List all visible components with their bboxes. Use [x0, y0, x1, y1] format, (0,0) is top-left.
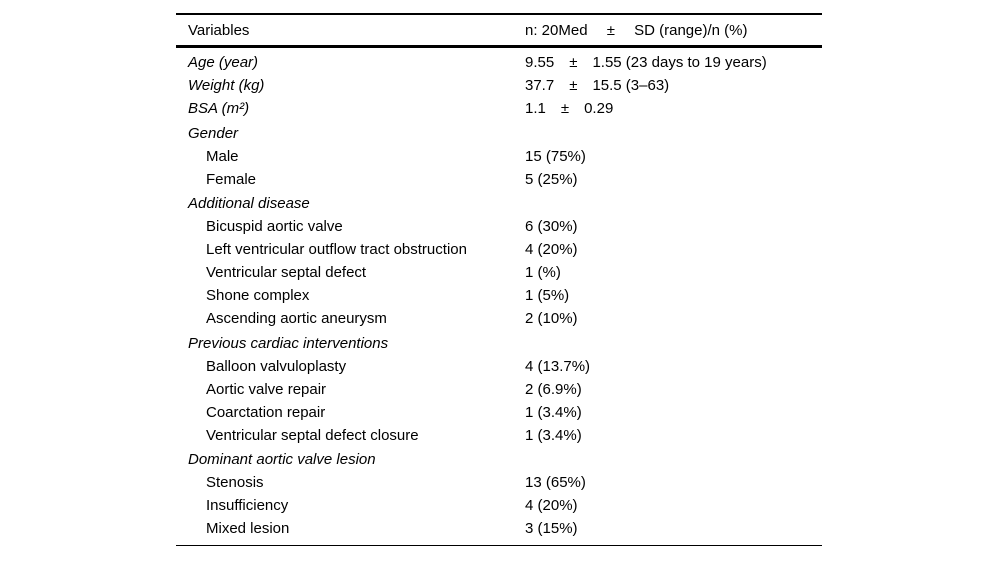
value-part: 13 (65%)	[525, 474, 586, 491]
plus-minus-symbol: ±	[606, 22, 615, 39]
row-label: Weight (kg)	[188, 77, 265, 94]
header-sd-range-label: SD (range)/n (%)	[634, 22, 748, 39]
row-label: Previous cardiac interventions	[188, 334, 389, 352]
row-label: Age (year)	[188, 54, 259, 71]
column-header-values: n: 20Med ± SD (range)/n (%)	[525, 15, 748, 46]
row-label: BSA (m²)	[188, 100, 250, 117]
table-row: Shone complex 1 (5%)	[176, 284, 822, 307]
row-value: 1 (3.4%)	[525, 401, 582, 424]
value-part: 2 (6.9%)	[525, 380, 582, 398]
row-label: Stenosis	[206, 474, 264, 491]
table-row: Mixed lesion 3 (15%)	[176, 517, 822, 540]
value-part: 9.55	[525, 54, 555, 71]
plus-minus-symbol: ±	[569, 54, 578, 71]
table-row: Left ventricular outflow tract obstructi…	[176, 238, 822, 261]
table-row: Age (year) 9.55 ±1.55 (23 days to 19 year…	[176, 51, 822, 74]
value-part: 15.5 (3–63)	[592, 77, 670, 94]
table-row: Dominant aortic valve lesion	[176, 448, 822, 471]
row-label: Gender	[188, 124, 239, 142]
value-part: 4 (20%)	[525, 241, 578, 258]
value-part: 4 (20%)	[525, 497, 578, 514]
row-value: 1 (%)	[525, 261, 561, 284]
row-label: Bicuspid aortic valve	[206, 218, 343, 235]
row-value: 3 (15%)	[525, 517, 578, 540]
row-value: 37.7 ±15.5 (3–63)	[525, 74, 669, 97]
row-value: 15 (75%)	[525, 145, 586, 168]
row-label: Balloon valvuloplasty	[206, 357, 347, 375]
value-part: 4 (13.7%)	[525, 357, 591, 375]
table-row: Balloon valvuloplasty 4 (13.7%)	[176, 355, 822, 378]
header-n-median-label: n: 20Med	[525, 22, 588, 39]
table-row: Coarctation repair 1 (3.4%)	[176, 401, 822, 424]
patient-characteristics-table: Variables n: 20Med ± SD (range)/n (%) Ag…	[176, 13, 822, 546]
table-row: Previous cardiac interventions	[176, 332, 822, 355]
row-value: 2 (6.9%)	[525, 378, 582, 401]
plus-minus-symbol: ±	[560, 100, 570, 117]
table-row: Female 5 (25%)	[176, 168, 822, 191]
row-value: 4 (13.7%)	[525, 355, 590, 378]
row-value: 6 (30%)	[525, 215, 578, 238]
table-top-rule	[176, 13, 822, 15]
row-label: Mixed lesion	[206, 520, 290, 537]
row-value: 1 (5%)	[525, 284, 569, 307]
table-row: Insufficiency 4 (20%)	[176, 494, 822, 517]
row-label: Ascending aortic aneurysm	[206, 310, 387, 327]
row-label: Male	[206, 147, 239, 165]
row-label: Shone complex	[206, 287, 310, 304]
row-label: Insufficiency	[206, 497, 289, 514]
row-label: Coarctation repair	[206, 403, 326, 421]
row-value: 1 (3.4%)	[525, 424, 582, 447]
value-part: 37.7	[525, 77, 555, 94]
table-row: Additional disease	[176, 192, 822, 215]
table-row: Stenosis 13 (65%)	[176, 471, 822, 494]
table-row: Ascending aortic aneurysm 2 (10%)	[176, 307, 822, 330]
value-part: 1 (%)	[525, 264, 561, 281]
value-part: 3 (15%)	[525, 520, 578, 537]
value-part: 1 (3.4%)	[525, 403, 582, 421]
value-part: 2 (10%)	[525, 310, 578, 327]
value-part: 1.55 (23 days to 19 years)	[592, 54, 767, 71]
table-row: Gender	[176, 122, 822, 145]
table-row: Bicuspid aortic valve 6 (30%)	[176, 215, 822, 238]
row-value: 2 (10%)	[525, 307, 578, 330]
table-row: Ventricular septal defect closure 1 (3.4…	[176, 424, 822, 447]
row-label: Ventricular septal defect closure	[206, 426, 419, 444]
row-label: Dominant aortic valve lesion	[188, 451, 376, 468]
row-value: 9.55 ±1.55 (23 days to 19 years)	[525, 51, 767, 74]
row-value: 4 (20%)	[525, 238, 578, 261]
row-value: 4 (20%)	[525, 494, 578, 517]
value-part: 5 (25%)	[525, 170, 578, 188]
table-row: Aortic valve repair 2 (6.9%)	[176, 378, 822, 401]
value-part: 1 (3.4%)	[525, 426, 582, 444]
row-label: Aortic valve repair	[206, 380, 327, 398]
row-label: Additional disease	[188, 195, 310, 212]
table-body: Age (year) 9.55 ±1.55 (23 days to 19 year…	[176, 48, 822, 545]
value-part: 1.1	[525, 100, 546, 117]
row-value: 13 (65%)	[525, 471, 586, 494]
plus-minus-symbol: ±	[569, 77, 578, 94]
value-part: 0.29	[584, 100, 614, 117]
row-value: 5 (25%)	[525, 168, 578, 191]
row-label: Female	[206, 170, 257, 188]
table-bottom-rule	[176, 544, 822, 546]
table-row: Male 15 (75%)	[176, 145, 822, 168]
value-part: 1 (5%)	[525, 287, 570, 304]
column-header-variables: Variables	[188, 22, 250, 39]
table-row: Weight (kg) 37.7 ±15.5 (3–63)	[176, 74, 822, 97]
value-part: 15 (75%)	[525, 147, 586, 165]
table-header-row: Variables n: 20Med ± SD (range)/n (%)	[176, 15, 822, 46]
table-row: BSA (m²) 1.1 ±0.29	[176, 97, 822, 120]
row-value: 1.1 ±0.29	[525, 97, 613, 120]
value-part: 6 (30%)	[525, 218, 578, 235]
row-label: Left ventricular outflow tract obstructi…	[206, 241, 467, 258]
row-label: Ventricular septal defect	[206, 264, 367, 281]
table-row: Ventricular septal defect 1 (%)	[176, 261, 822, 284]
table-header-rule	[176, 45, 822, 48]
